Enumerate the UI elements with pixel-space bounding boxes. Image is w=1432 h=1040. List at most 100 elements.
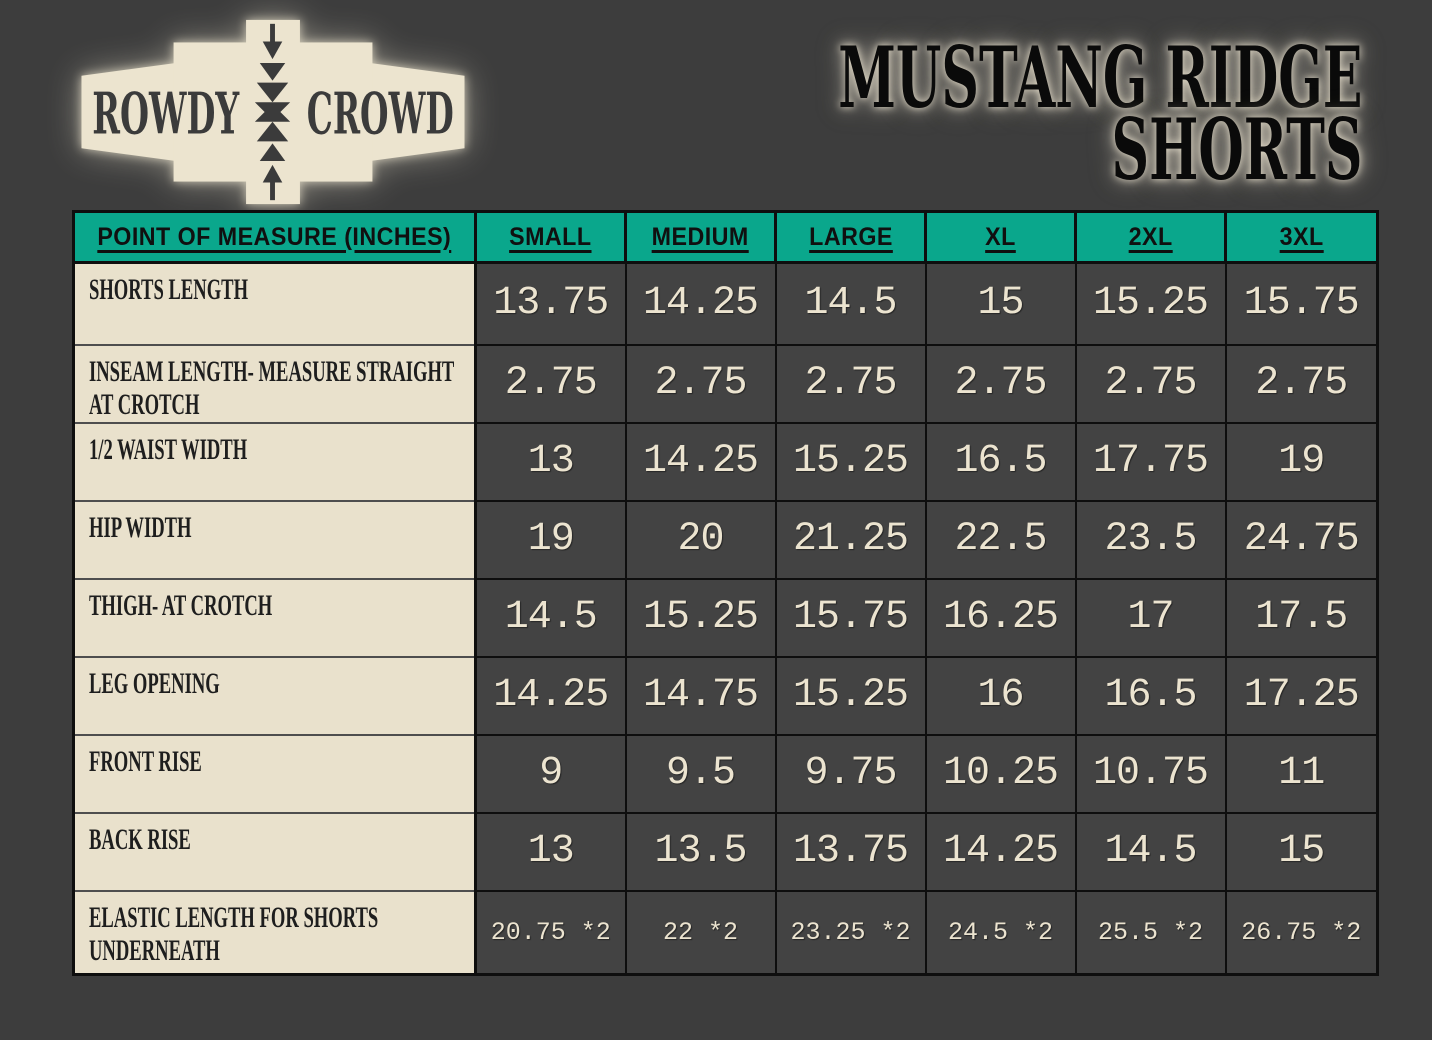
value-cell: 2.75 — [474, 343, 627, 424]
value-cell: 17.5 — [1224, 577, 1379, 658]
value-cell: 15.25 — [624, 577, 777, 658]
value-cell: 14.25 — [924, 811, 1077, 892]
value-cell: 20.75 *2 — [474, 889, 627, 976]
value-cell: 15 — [1224, 811, 1379, 892]
value-cell: 13.75 — [774, 811, 927, 892]
value-cell: 17.25 — [1224, 655, 1379, 736]
table-row: 1/2 WAIST WIDTH 13 14.25 15.25 16.5 17.75 19 — [72, 421, 1379, 502]
measure-label-cell: HIP WIDTH — [72, 499, 477, 580]
measure-label: SHORTS LENGTH — [89, 273, 249, 306]
value-cell: 24.75 — [1224, 499, 1379, 580]
column-header-point-of-measure: POINT OF MEASURE (INCHES) — [72, 210, 477, 264]
column-header-label: 2XL — [1128, 222, 1173, 251]
measure-label: INSEAM LENGTH- MEASURE STRAIGHT AT CROTC… — [89, 354, 455, 422]
column-header-size: 2XL — [1074, 210, 1227, 264]
measure-label-cell: FRONT RISE — [72, 733, 477, 814]
value-cell: 2.75 — [624, 343, 777, 424]
rowdy-crowd-logo-graphic: ROWDY CROWD — [81, 19, 465, 205]
measure-label: HIP WIDTH — [89, 510, 192, 544]
value-cell: 15.75 — [774, 577, 927, 658]
column-header-label: XL — [985, 222, 1016, 251]
measure-label-cell: BACK RISE — [72, 811, 477, 892]
value-cell: 14.25 — [474, 655, 627, 736]
value-cell: 9.75 — [774, 733, 927, 814]
value-cell: 2.75 — [1074, 343, 1227, 424]
table-row: FRONT RISE 9 9.5 9.75 10.25 10.75 11 — [72, 733, 1379, 814]
measure-label-cell: THIGH- AT CROTCH — [72, 577, 477, 658]
table-row: HIP WIDTH 19 20 21.25 22.5 23.5 24.75 — [72, 499, 1379, 580]
value-cell: 2.75 — [774, 343, 927, 424]
value-cell: 22.5 — [924, 499, 1077, 580]
column-header-label: MEDIUM — [651, 222, 750, 251]
value-cell: 14.75 — [624, 655, 777, 736]
value-cell: 14.25 — [624, 421, 777, 502]
table-row: THIGH- AT CROTCH 14.5 15.25 15.75 16.25 17 17.… — [72, 577, 1379, 658]
column-header-label: LARGE — [808, 222, 893, 251]
value-cell: 16.5 — [1074, 655, 1227, 736]
measure-label-cell: INSEAM LENGTH- MEASURE STRAIGHT AT CROTC… — [72, 343, 477, 424]
column-header-size: LARGE — [774, 210, 927, 264]
value-cell: 14.5 — [1074, 811, 1227, 892]
size-chart-table: POINT OF MEASURE (INCHES) SMALL MEDIUM LARG… — [72, 210, 1379, 977]
table-row: BACK RISE 13 13.5 13.75 14.25 14.5 15 — [72, 811, 1379, 892]
column-header-label: 3XL — [1279, 222, 1324, 251]
value-cell: 16.5 — [924, 421, 1077, 502]
measure-label-cell: LEG OPENING — [72, 655, 477, 736]
value-cell: 15.25 — [774, 655, 927, 736]
value-cell: 17.75 — [1074, 421, 1227, 502]
value-cell: 9 — [474, 733, 627, 814]
value-cell: 15 — [924, 261, 1077, 346]
measure-label: 1/2 WAIST WIDTH — [89, 432, 248, 466]
value-cell: 15.25 — [774, 421, 927, 502]
value-cell: 11 — [1224, 733, 1379, 814]
value-cell: 14.25 — [624, 261, 777, 346]
value-cell: 24.5 *2 — [924, 889, 1077, 976]
aztec-arrow-motif-icon — [254, 23, 291, 201]
value-cell: 19 — [474, 499, 627, 580]
value-cell: 15.25 — [1074, 261, 1227, 346]
measure-label-cell: ELASTIC LENGTH FOR SHORTS UNDERNEATH — [72, 889, 477, 976]
value-cell: 16 — [924, 655, 1077, 736]
value-cell: 14.5 — [474, 577, 627, 658]
table-row: ELASTIC LENGTH FOR SHORTS UNDERNEATH 20.7… — [72, 889, 1379, 976]
column-header-size: XL — [924, 210, 1077, 264]
value-cell: 13 — [474, 421, 627, 502]
logo-word-rowdy: ROWDY — [92, 82, 240, 148]
measure-label: BACK RISE — [89, 822, 191, 856]
logo-word-crowd: CROWD — [307, 82, 454, 148]
column-header-label: POINT OF MEASURE (INCHES) — [97, 222, 452, 251]
value-cell: 16.25 — [924, 577, 1077, 658]
measure-label: FRONT RISE — [89, 744, 202, 778]
value-cell: 17 — [1074, 577, 1227, 658]
title-line-2: SHORTS — [1111, 100, 1362, 199]
value-cell: 14.5 — [774, 261, 927, 346]
value-cell: 23.5 — [1074, 499, 1227, 580]
value-cell: 10.75 — [1074, 733, 1227, 814]
column-header-size: 3XL — [1224, 210, 1379, 264]
measure-label-cell: SHORTS LENGTH — [72, 261, 477, 346]
value-cell: 2.75 — [1224, 343, 1379, 424]
column-header-label: SMALL — [509, 222, 592, 251]
measure-label: LEG OPENING — [89, 666, 220, 700]
value-cell: 9.5 — [624, 733, 777, 814]
column-header-size: SMALL — [474, 210, 627, 264]
measure-label-cell: 1/2 WAIST WIDTH — [72, 421, 477, 502]
value-cell: 19 — [1224, 421, 1379, 502]
value-cell: 13.5 — [624, 811, 777, 892]
table-row: SHORTS LENGTH 13.75 14.25 14.5 15 15.25 15.75 — [72, 261, 1379, 346]
value-cell: 23.25 *2 — [774, 889, 927, 976]
value-cell: 21.25 — [774, 499, 927, 580]
value-cell: 10.25 — [924, 733, 1077, 814]
page-title: MUSTANG RIDGE SHORTS — [517, 36, 1362, 199]
value-cell: 26.75 *2 — [1224, 889, 1379, 976]
value-cell: 13.75 — [474, 261, 627, 346]
value-cell: 13 — [474, 811, 627, 892]
value-cell: 25.5 *2 — [1074, 889, 1227, 976]
value-cell: 22 *2 — [624, 889, 777, 976]
value-cell: 2.75 — [924, 343, 1077, 424]
measure-label: ELASTIC LENGTH FOR SHORTS UNDERNEATH — [89, 900, 379, 968]
value-cell: 20 — [624, 499, 777, 580]
measure-label: THIGH- AT CROTCH — [89, 588, 273, 622]
table-row: LEG OPENING 14.25 14.75 15.25 16 16.5 17.25 — [72, 655, 1379, 736]
rowdy-crowd-logo: ROWDY CROWD — [74, 16, 472, 208]
